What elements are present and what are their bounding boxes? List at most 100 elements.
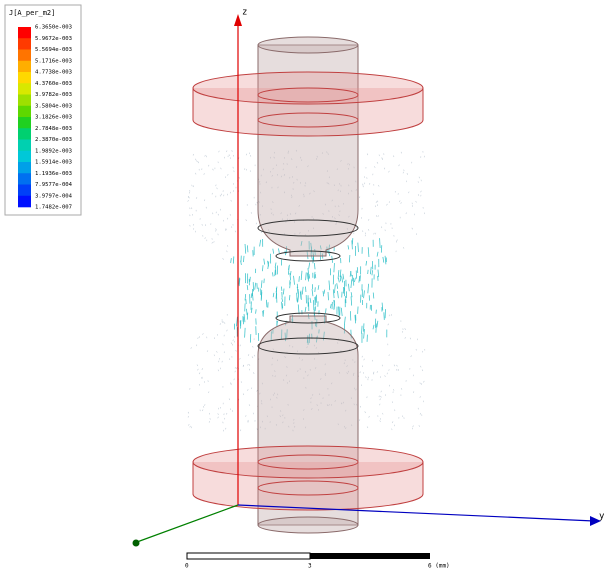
x-end (132, 539, 140, 547)
field-vector (253, 372, 255, 374)
field-vector (201, 368, 204, 371)
field-vector (384, 375, 386, 378)
field-vector (311, 408, 313, 410)
field-vector (382, 412, 384, 415)
field-vector (326, 404, 328, 406)
field-vector (331, 199, 333, 202)
ring (257, 480, 359, 496)
field-vector (190, 347, 192, 349)
field-vector (187, 411, 190, 414)
field-vector (367, 283, 369, 294)
field-vector (357, 242, 359, 253)
field-vector (246, 308, 248, 316)
field-vector (300, 240, 303, 246)
field-vector (379, 403, 381, 406)
field-vector (192, 185, 194, 188)
field-vector (189, 224, 191, 227)
field-vector (350, 296, 353, 306)
field-vector (250, 307, 253, 314)
field-vector (280, 175, 283, 178)
field-vector (419, 412, 422, 415)
color-band (18, 162, 31, 174)
field-vector (366, 426, 369, 429)
field-vector (379, 238, 381, 249)
field-vector (245, 415, 247, 417)
field-vector (263, 258, 266, 265)
color-band (18, 139, 31, 152)
field-vector (288, 264, 290, 270)
field-vector (223, 351, 226, 354)
field-vector (391, 401, 393, 404)
field-vector (281, 297, 284, 302)
field-vector (372, 292, 375, 299)
field-vector (218, 360, 220, 363)
field-vector (282, 288, 285, 295)
field-vector (273, 156, 275, 159)
field-vector (204, 154, 206, 157)
field-vector (256, 389, 258, 392)
field-vector (242, 365, 245, 367)
field-vector (231, 150, 233, 152)
field-vector (362, 183, 364, 186)
field-vector (351, 240, 353, 250)
color-band (18, 195, 31, 208)
field-vector (390, 314, 392, 316)
legend-label: 3.9797e-004 (35, 193, 73, 199)
field-vector (399, 200, 401, 203)
field-vector (249, 154, 252, 157)
field-vector (250, 293, 253, 299)
field-vector (296, 292, 298, 302)
field-vector (265, 181, 268, 184)
field-vector (219, 323, 221, 325)
field-vector (240, 260, 242, 265)
legend-label: 1.5914e-003 (35, 160, 72, 166)
field-vector (368, 218, 370, 221)
field-vector (248, 404, 251, 407)
field-vector (411, 227, 413, 230)
field-vector (222, 258, 224, 260)
field-vector (285, 374, 288, 377)
field-vector (222, 421, 224, 424)
field-vector (232, 166, 234, 169)
field-vector (295, 212, 297, 215)
field-vector (197, 368, 199, 371)
field-vector (297, 288, 299, 295)
field-vector (226, 329, 228, 332)
discs (192, 71, 424, 511)
field-vector (253, 354, 256, 357)
field-vector (232, 339, 234, 342)
field-vector (373, 372, 375, 375)
field-vector (405, 212, 408, 215)
field-vector (192, 223, 195, 226)
field-vector (397, 369, 400, 371)
field-vector (259, 239, 262, 247)
field-vector (296, 283, 299, 288)
bottom-disc-side (192, 462, 424, 511)
field-vector (233, 336, 236, 338)
field-vector (421, 350, 424, 353)
field-vector (304, 370, 307, 373)
field-vector (423, 380, 425, 383)
field-vector (408, 191, 410, 194)
field-vector (225, 228, 227, 231)
field-vector (326, 151, 328, 154)
field-vector (337, 290, 339, 299)
field-vector (404, 337, 406, 339)
scale-label: 6 (mm) (428, 563, 450, 570)
field-vector (191, 184, 193, 187)
field-vector (225, 412, 228, 415)
field-vector (279, 410, 282, 412)
field-vector (419, 382, 421, 385)
field-vector (299, 232, 301, 234)
field-vector (348, 215, 350, 218)
field-vector (406, 173, 409, 175)
field-vector (361, 325, 363, 334)
field-vector (299, 291, 302, 299)
field-vector (215, 184, 217, 187)
field-vector (234, 230, 237, 233)
field-vector (226, 250, 228, 253)
field-vector (293, 418, 295, 421)
color-band (18, 128, 31, 140)
field-vector (243, 313, 246, 323)
field-vector (272, 167, 274, 170)
